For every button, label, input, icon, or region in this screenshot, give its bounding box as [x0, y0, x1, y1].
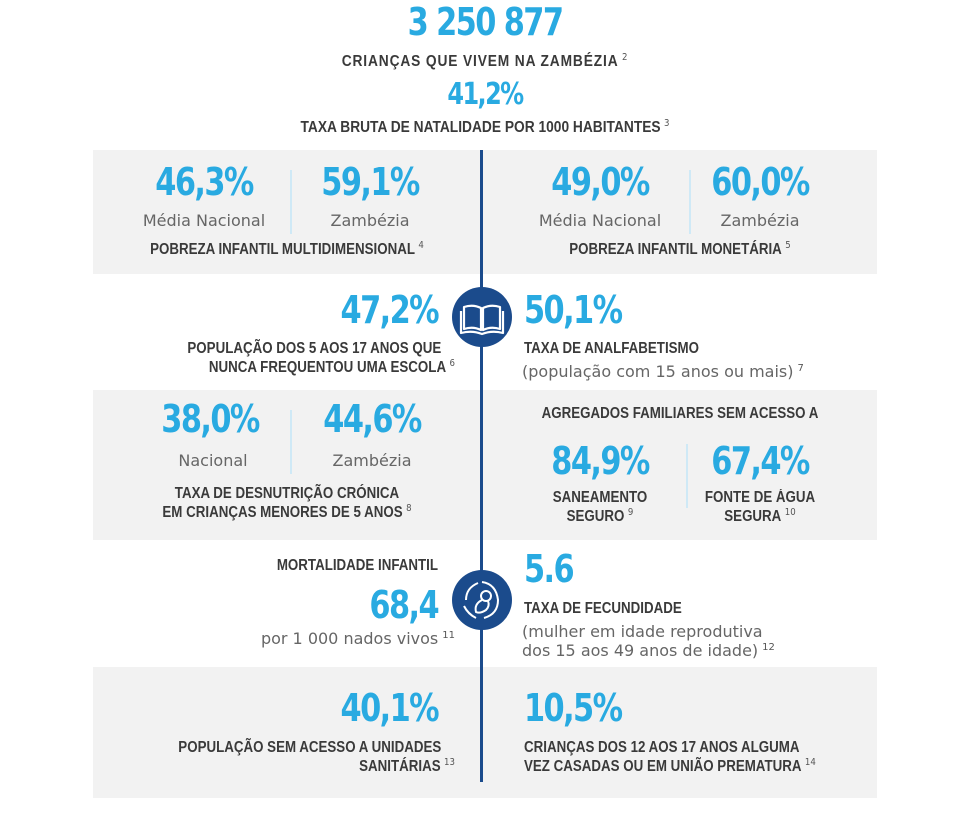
- water-label-line1: FONTE DE ÁGUA: [704, 489, 816, 506]
- health-units-value: 40,1%: [340, 686, 440, 730]
- band-health: [93, 667, 877, 798]
- illiteracy-value: 50,1%: [524, 288, 623, 332]
- malnutrition-title-line2: EM CRIANÇAS MENORES DE 5 ANOS: [162, 504, 403, 522]
- health-units-label-line2-wrap: SANITÁRIAS 13: [150, 757, 455, 776]
- school-label-line2-wrap: NUNCA FREQUENTOU UMA ESCOLA 6: [150, 358, 455, 377]
- footnote-ref: 12: [762, 642, 775, 654]
- separator: [290, 170, 292, 234]
- water-value: 67,4%: [711, 439, 810, 483]
- illiteracy-note-text: (população com 15 anos ou mais): [522, 362, 794, 381]
- footnote-ref: 10: [784, 507, 796, 519]
- poverty-monetary-zambezia-value: 60,0%: [711, 160, 810, 204]
- birth-rate-label-text: TAXA BRUTA DE NATALIDADE POR 1000 HABITA…: [300, 119, 661, 136]
- poverty-monetary-zambezia-label: Zambézia: [720, 211, 800, 230]
- school-label-line1: POPULAÇÃO DOS 5 AOS 17 ANOS QUE: [187, 340, 442, 357]
- poverty-monetary-national-label: Média Nacional: [538, 211, 662, 230]
- households-title: AGREGADOS FAMILIARES SEM ACESSO A: [541, 405, 819, 422]
- poverty-monetary-title-text: POBREZA INFANTIL MONETÁRIA: [569, 241, 782, 258]
- mortality-note-text: por 1 000 nados vivos: [260, 629, 439, 648]
- footnote-ref: 4: [418, 240, 424, 251]
- center-divider: [480, 150, 483, 782]
- birth-rate-value: 41,2%: [447, 77, 524, 112]
- separator: [686, 444, 688, 508]
- band-malnutrition: [93, 390, 877, 540]
- sanitation-value: 84,9%: [551, 439, 650, 483]
- footnote-ref: 7: [797, 363, 804, 374]
- footnote-ref: 6: [449, 358, 455, 370]
- water-label-line2-wrap: SEGURA 10: [691, 507, 829, 526]
- poverty-multi-zambezia-label: Zambézia: [330, 211, 410, 230]
- sanitation-label-line2: SEGURO: [566, 508, 625, 526]
- footnote-ref: 8: [406, 503, 412, 515]
- malnutrition-title: TAXA DE DESNUTRIÇÃO CRÓNICA EM CRIANÇAS …: [120, 484, 454, 523]
- footnote-ref: 5: [785, 240, 791, 251]
- footnote-ref: 11: [442, 630, 455, 641]
- baby-in-womb-icon: [452, 570, 512, 630]
- footnote-ref: 13: [444, 757, 455, 769]
- children-label: CRIANÇAS QUE VIVEM NA ZAMBÉZIA 2: [270, 52, 700, 72]
- malnutrition-zambezia-label: Zambézia: [332, 451, 412, 470]
- malnutrition-title-line2-wrap: EM CRIANÇAS MENORES DE 5 ANOS 8: [120, 503, 454, 522]
- mortality-value: 68,4: [369, 583, 439, 627]
- fertility-note-line1: (mulher em idade reprodutiva: [522, 622, 763, 641]
- sanitation-label-line1: SANEAMENTO: [552, 489, 648, 506]
- children-count: 3 250 877: [407, 0, 564, 44]
- footnote-ref: 3: [664, 118, 670, 129]
- school-label: POPULAÇÃO DOS 5 AOS 17 ANOS QUE NUNCA FR…: [150, 339, 455, 378]
- children-label-text: CRIANÇAS QUE VIVEM NA ZAMBÉZIA: [341, 53, 619, 70]
- poverty-multi-national-label: Média Nacional: [142, 211, 266, 230]
- malnutrition-national-label: Nacional: [178, 451, 248, 470]
- water-label-line2: SEGURA: [724, 508, 782, 526]
- married-label-line2-wrap: VEZ CASADAS OU EM UNIÃO PREMATURA 14: [524, 757, 816, 776]
- fertility-value: 5.6: [524, 547, 575, 591]
- water-label: FONTE DE ÁGUA SEGURA 10: [691, 488, 829, 527]
- poverty-monetary-national-value: 49,0%: [551, 160, 650, 204]
- school-value: 47,2%: [340, 288, 440, 332]
- malnutrition-title-line1: TAXA DE DESNUTRIÇÃO CRÓNICA: [174, 485, 400, 502]
- married-value: 10,5%: [524, 686, 623, 730]
- married-label-line1: CRIANÇAS DOS 12 AOS 17 ANOS ALGUMA: [524, 739, 800, 756]
- mortality-note: por 1 000 nados vivos 11: [180, 629, 455, 649]
- fertility-note: (mulher em idade reprodutiva dos 15 aos …: [522, 622, 775, 660]
- fertility-note-line2: dos 15 aos 49 anos de idade): [522, 641, 759, 661]
- poverty-multi-zambezia-value: 59,1%: [321, 160, 420, 204]
- book-icon: [452, 287, 512, 347]
- malnutrition-national-value: 38,0%: [161, 397, 260, 441]
- poverty-multi-title: POBREZA INFANTIL MULTIDIMENSIONAL 4: [120, 240, 454, 259]
- illiteracy-note: (população com 15 anos ou mais) 7: [522, 362, 804, 382]
- married-label-line2: VEZ CASADAS OU EM UNIÃO PREMATURA: [524, 758, 802, 776]
- mortality-title: MORTALIDADE INFANTIL: [276, 557, 438, 574]
- illiteracy-title: TAXA DE ANALFABETISMO: [524, 340, 700, 357]
- poverty-monetary-title: POBREZA INFANTIL MONETÁRIA 5: [511, 240, 850, 259]
- sanitation-label: SANEAMENTO SEGURO 9: [531, 488, 669, 527]
- separator: [290, 410, 292, 474]
- school-label-line2: NUNCA FREQUENTOU UMA ESCOLA: [208, 359, 447, 377]
- footnote-ref: 14: [804, 757, 816, 769]
- health-units-label: POPULAÇÃO SEM ACESSO A UNIDADES SANITÁRI…: [150, 738, 455, 777]
- poverty-multi-title-text: POBREZA INFANTIL MULTIDIMENSIONAL: [150, 241, 415, 258]
- health-units-label-line1: POPULAÇÃO SEM ACESSO A UNIDADES: [178, 739, 442, 756]
- married-label: CRIANÇAS DOS 12 AOS 17 ANOS ALGUMA VEZ C…: [524, 738, 816, 777]
- malnutrition-zambezia-value: 44,6%: [323, 397, 422, 441]
- footnote-ref: 9: [627, 507, 634, 519]
- sanitation-label-line2-wrap: SEGURO 9: [531, 507, 669, 526]
- poverty-multi-national-value: 46,3%: [155, 160, 254, 204]
- band-poverty: [93, 150, 877, 274]
- fertility-title: TAXA DE FECUNDIDADE: [524, 600, 682, 617]
- birth-rate-label: TAXA BRUTA DE NATALIDADE POR 1000 HABITA…: [270, 118, 700, 138]
- health-units-label-line2: SANITÁRIAS: [359, 758, 441, 776]
- separator: [689, 170, 691, 234]
- fertility-note-line2-wrap: dos 15 aos 49 anos de idade) 12: [522, 641, 775, 660]
- footnote-ref: 2: [621, 52, 629, 63]
